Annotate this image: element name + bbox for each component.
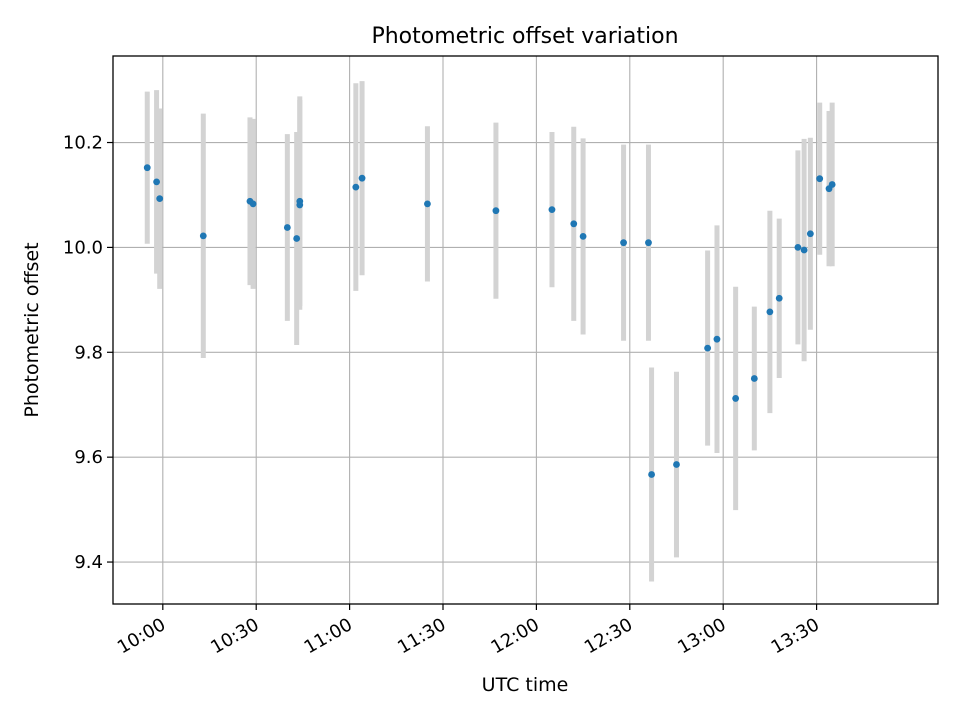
y-tick-label: 10.0	[63, 237, 103, 258]
data-point	[249, 200, 257, 208]
data-point	[570, 220, 578, 228]
plot-frame	[112, 55, 939, 605]
data-point	[579, 232, 587, 240]
y-axis-ticks: 9.4 9.6 9.8 10.0 10.2	[63, 133, 113, 573]
chart-title: Photometric offset variation	[371, 24, 678, 49]
data-point	[424, 200, 431, 208]
data-point	[806, 230, 814, 238]
data-point	[775, 294, 783, 302]
data-point	[750, 375, 758, 382]
y-tick-label: 9.4	[74, 552, 103, 573]
data-point	[352, 183, 360, 191]
y-tick-label: 10.2	[63, 133, 103, 154]
data-point	[766, 308, 774, 316]
data-point	[828, 181, 836, 188]
data-point	[704, 344, 712, 352]
data-point	[732, 395, 740, 402]
data-point	[492, 207, 500, 215]
data-point	[283, 224, 291, 231]
y-axis-label: Photometric offset	[21, 242, 43, 417]
data-point	[645, 239, 652, 247]
data-point	[153, 178, 160, 186]
data-point	[293, 235, 301, 242]
x-axis-label: UTC time	[482, 674, 569, 696]
data-point	[296, 201, 304, 209]
data-point	[143, 164, 151, 172]
data-point	[199, 232, 207, 240]
y-tick-label: 9.6	[74, 447, 103, 468]
y-tick-label: 9.8	[74, 342, 103, 363]
data-point	[648, 471, 655, 478]
data-point	[713, 335, 721, 343]
data-points	[143, 164, 836, 478]
data-point	[156, 195, 164, 203]
data-point	[358, 174, 366, 182]
data-point	[548, 206, 556, 214]
data-point	[816, 175, 824, 183]
data-point	[794, 244, 802, 251]
data-point	[620, 239, 627, 247]
data-point	[800, 246, 808, 254]
data-point	[673, 461, 680, 468]
